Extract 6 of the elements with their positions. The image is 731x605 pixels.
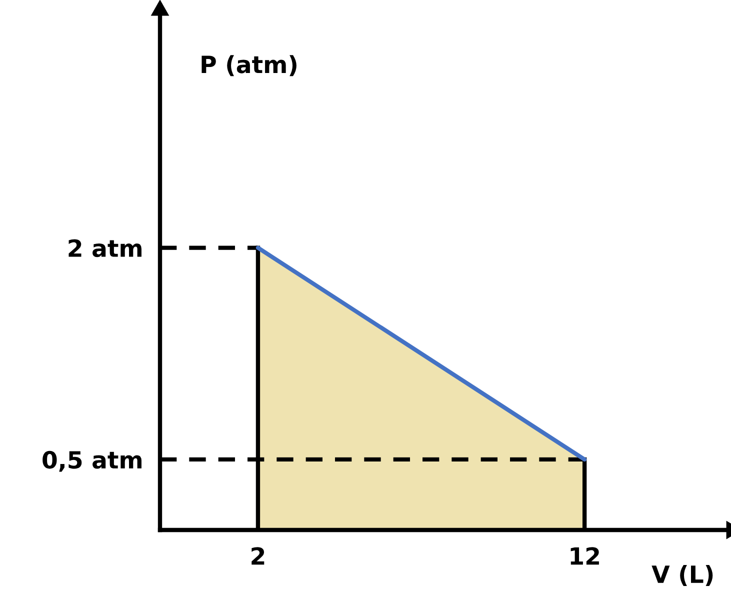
x-tick-label: 12	[570, 547, 599, 565]
y-tick-label: 0,5 atm	[42, 450, 142, 472]
y-tick-label: 2 atm	[68, 239, 142, 258]
x-axis-title: V (L)	[652, 564, 713, 586]
y-axis-title: P (atm)	[202, 55, 296, 76]
x-tick-label: 2	[252, 547, 264, 565]
